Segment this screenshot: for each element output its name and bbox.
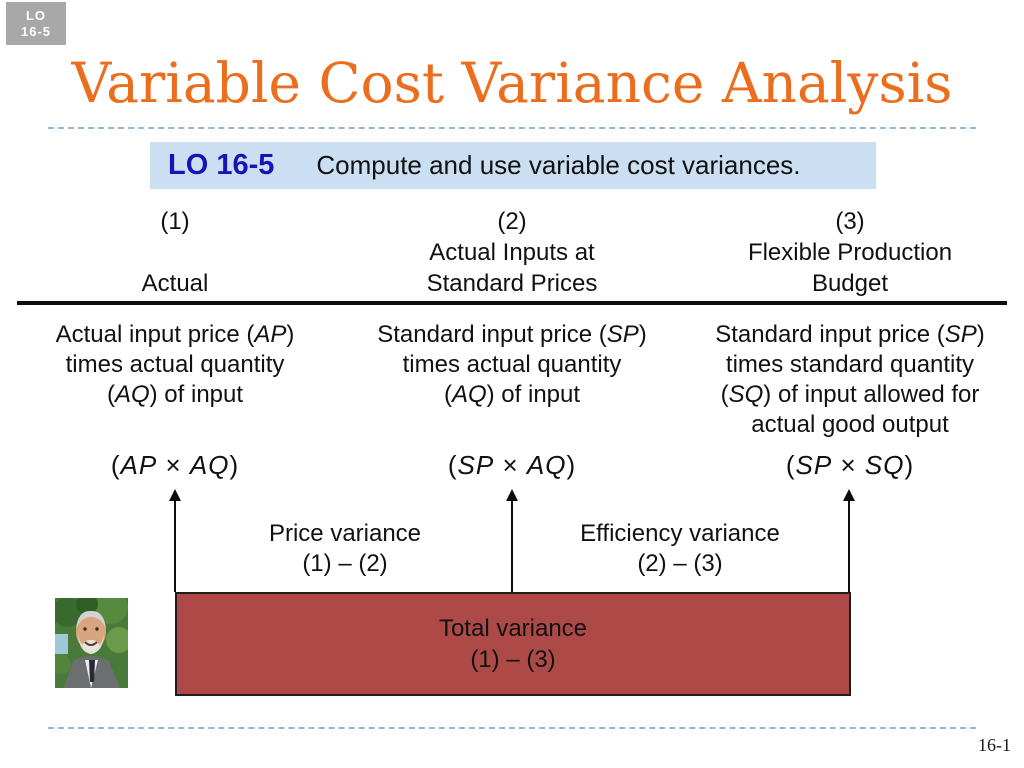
column-header-row: (1) Actual (2) Actual Inputs at Standard … [20, 206, 1006, 299]
column-number-2: (2) [497, 208, 527, 235]
total-variance-box: Total variance (1) – (3) [175, 592, 851, 696]
arrow-head-icon [506, 489, 518, 501]
column-formula-3: (SP × SQ) [785, 450, 915, 480]
column-formula-1: (AP × AQ) [110, 450, 240, 480]
column-number-3: (3) [835, 208, 865, 235]
column-formula-row: (AP × AQ) (SP × AQ) (SP × SQ) [20, 450, 1006, 480]
price-variance-formula: (1) – (2) [302, 550, 388, 577]
column-header-label-1: Actual [141, 270, 209, 297]
page-number: 16-1 [978, 735, 1011, 755]
price-variance-title: Price variance [268, 520, 422, 547]
column-description-3: Standard input price (SP) times standard … [715, 321, 985, 438]
column-header-2: (2) Actual Inputs at Standard Prices [330, 206, 694, 299]
title-divider [48, 127, 976, 129]
arrow-shaft [174, 498, 176, 592]
lo-banner-text: Compute and use variable cost variances. [316, 150, 801, 180]
total-variance-title: Total variance [438, 615, 588, 642]
column-number-1: (1) [160, 208, 190, 235]
arrow-shaft [848, 498, 850, 592]
column-header-label-3: Flexible Production Budget [747, 239, 953, 297]
lo-banner-code: LO 16-5 [168, 149, 275, 181]
efficiency-variance-label: Efficiency variance (2) – (3) [550, 519, 810, 579]
lo-badge-line2: 16-5 [20, 23, 52, 39]
lo-banner: LO 16-5 Compute and use variable cost va… [150, 142, 876, 189]
footer-divider [48, 727, 976, 729]
column-header-1: (1) Actual [20, 206, 330, 299]
column-header-label-2: Actual Inputs at Standard Prices [426, 239, 598, 297]
up-arrow-icon-1 [168, 489, 182, 592]
header-rule [17, 301, 1007, 305]
up-arrow-icon-3 [842, 489, 856, 592]
arrow-head-icon [843, 489, 855, 501]
up-arrow-icon-2 [505, 489, 519, 592]
column-formula-2: (SP × AQ) [447, 450, 577, 480]
column-description-1: Actual input price (AP) times actual quan… [55, 321, 295, 408]
efficiency-variance-title: Efficiency variance [580, 520, 780, 547]
column-header-3: (3) Flexible Production Budget [694, 206, 1006, 299]
price-variance-label: Price variance (1) – (2) [215, 519, 475, 579]
arrow-head-icon [169, 489, 181, 501]
efficiency-variance-formula: (2) – (3) [637, 550, 723, 577]
page-title: Variable Cost Variance Analysis [71, 51, 953, 115]
arrow-shaft [511, 498, 513, 592]
instructor-photo [55, 598, 128, 688]
column-description-row: Actual input price (AP) times actual quan… [20, 320, 1006, 440]
column-description-2: Standard input price (SP) times actual qu… [377, 321, 647, 408]
lo-badge-line1: LO [25, 7, 47, 23]
lo-badge: LO 16-5 [6, 2, 66, 45]
total-variance-formula: (1) – (3) [470, 646, 556, 673]
